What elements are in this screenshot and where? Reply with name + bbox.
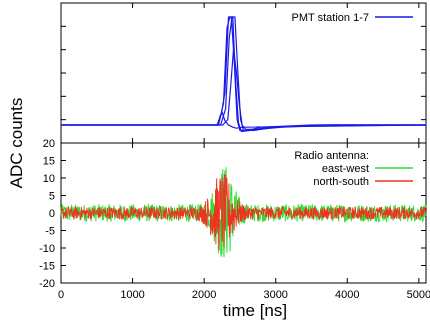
y-tick-label: 10 xyxy=(43,173,55,185)
pmt-trace xyxy=(61,16,426,133)
x-tick-labels: 0 1000 2000 3000 4000 5000 xyxy=(58,289,430,301)
y-tick-label: 0 xyxy=(49,208,55,220)
legend-label-east-west: east-west xyxy=(322,163,369,175)
x-axis-title: time [ns] xyxy=(223,301,287,320)
north-south-trace xyxy=(60,174,427,251)
legend-label-pmt: PMT station 1-7 xyxy=(292,12,369,24)
pmt-trace xyxy=(61,16,426,131)
top-panel-ticks xyxy=(60,3,426,143)
x-tick-label: 5000 xyxy=(407,289,430,301)
pmt-trace xyxy=(61,110,427,129)
x-tick-label: 2000 xyxy=(192,289,216,301)
bottom-panel-series xyxy=(60,167,427,258)
y-tick-label: 20 xyxy=(43,138,55,150)
y-tick-label: -5 xyxy=(45,226,55,238)
y-tick-label: -10 xyxy=(39,243,55,255)
legend-title-radio: Radio antenna: xyxy=(294,150,369,162)
top-legend-background xyxy=(277,9,423,25)
x-tick-label: 1000 xyxy=(120,289,144,301)
x-tick-label: 0 xyxy=(58,289,64,301)
x-tick-label: 4000 xyxy=(335,289,359,301)
y-tick-labels: -20 -15 -10 -5 0 5 10 15 20 xyxy=(39,138,55,290)
y-tick-label: -15 xyxy=(39,261,55,273)
y-tick-label: 15 xyxy=(43,156,55,168)
top-panel-series xyxy=(61,16,427,133)
pmt-trace xyxy=(61,16,426,131)
pmt-trace xyxy=(61,49,426,130)
bottom-legend-background xyxy=(246,148,423,192)
y-tick-label: -20 xyxy=(39,278,55,290)
y-tick-label: 5 xyxy=(49,191,55,203)
y-axis-title: ADC counts xyxy=(7,98,26,189)
x-tick-label: 3000 xyxy=(263,289,287,301)
legend-label-north-south: north-south xyxy=(313,176,369,188)
